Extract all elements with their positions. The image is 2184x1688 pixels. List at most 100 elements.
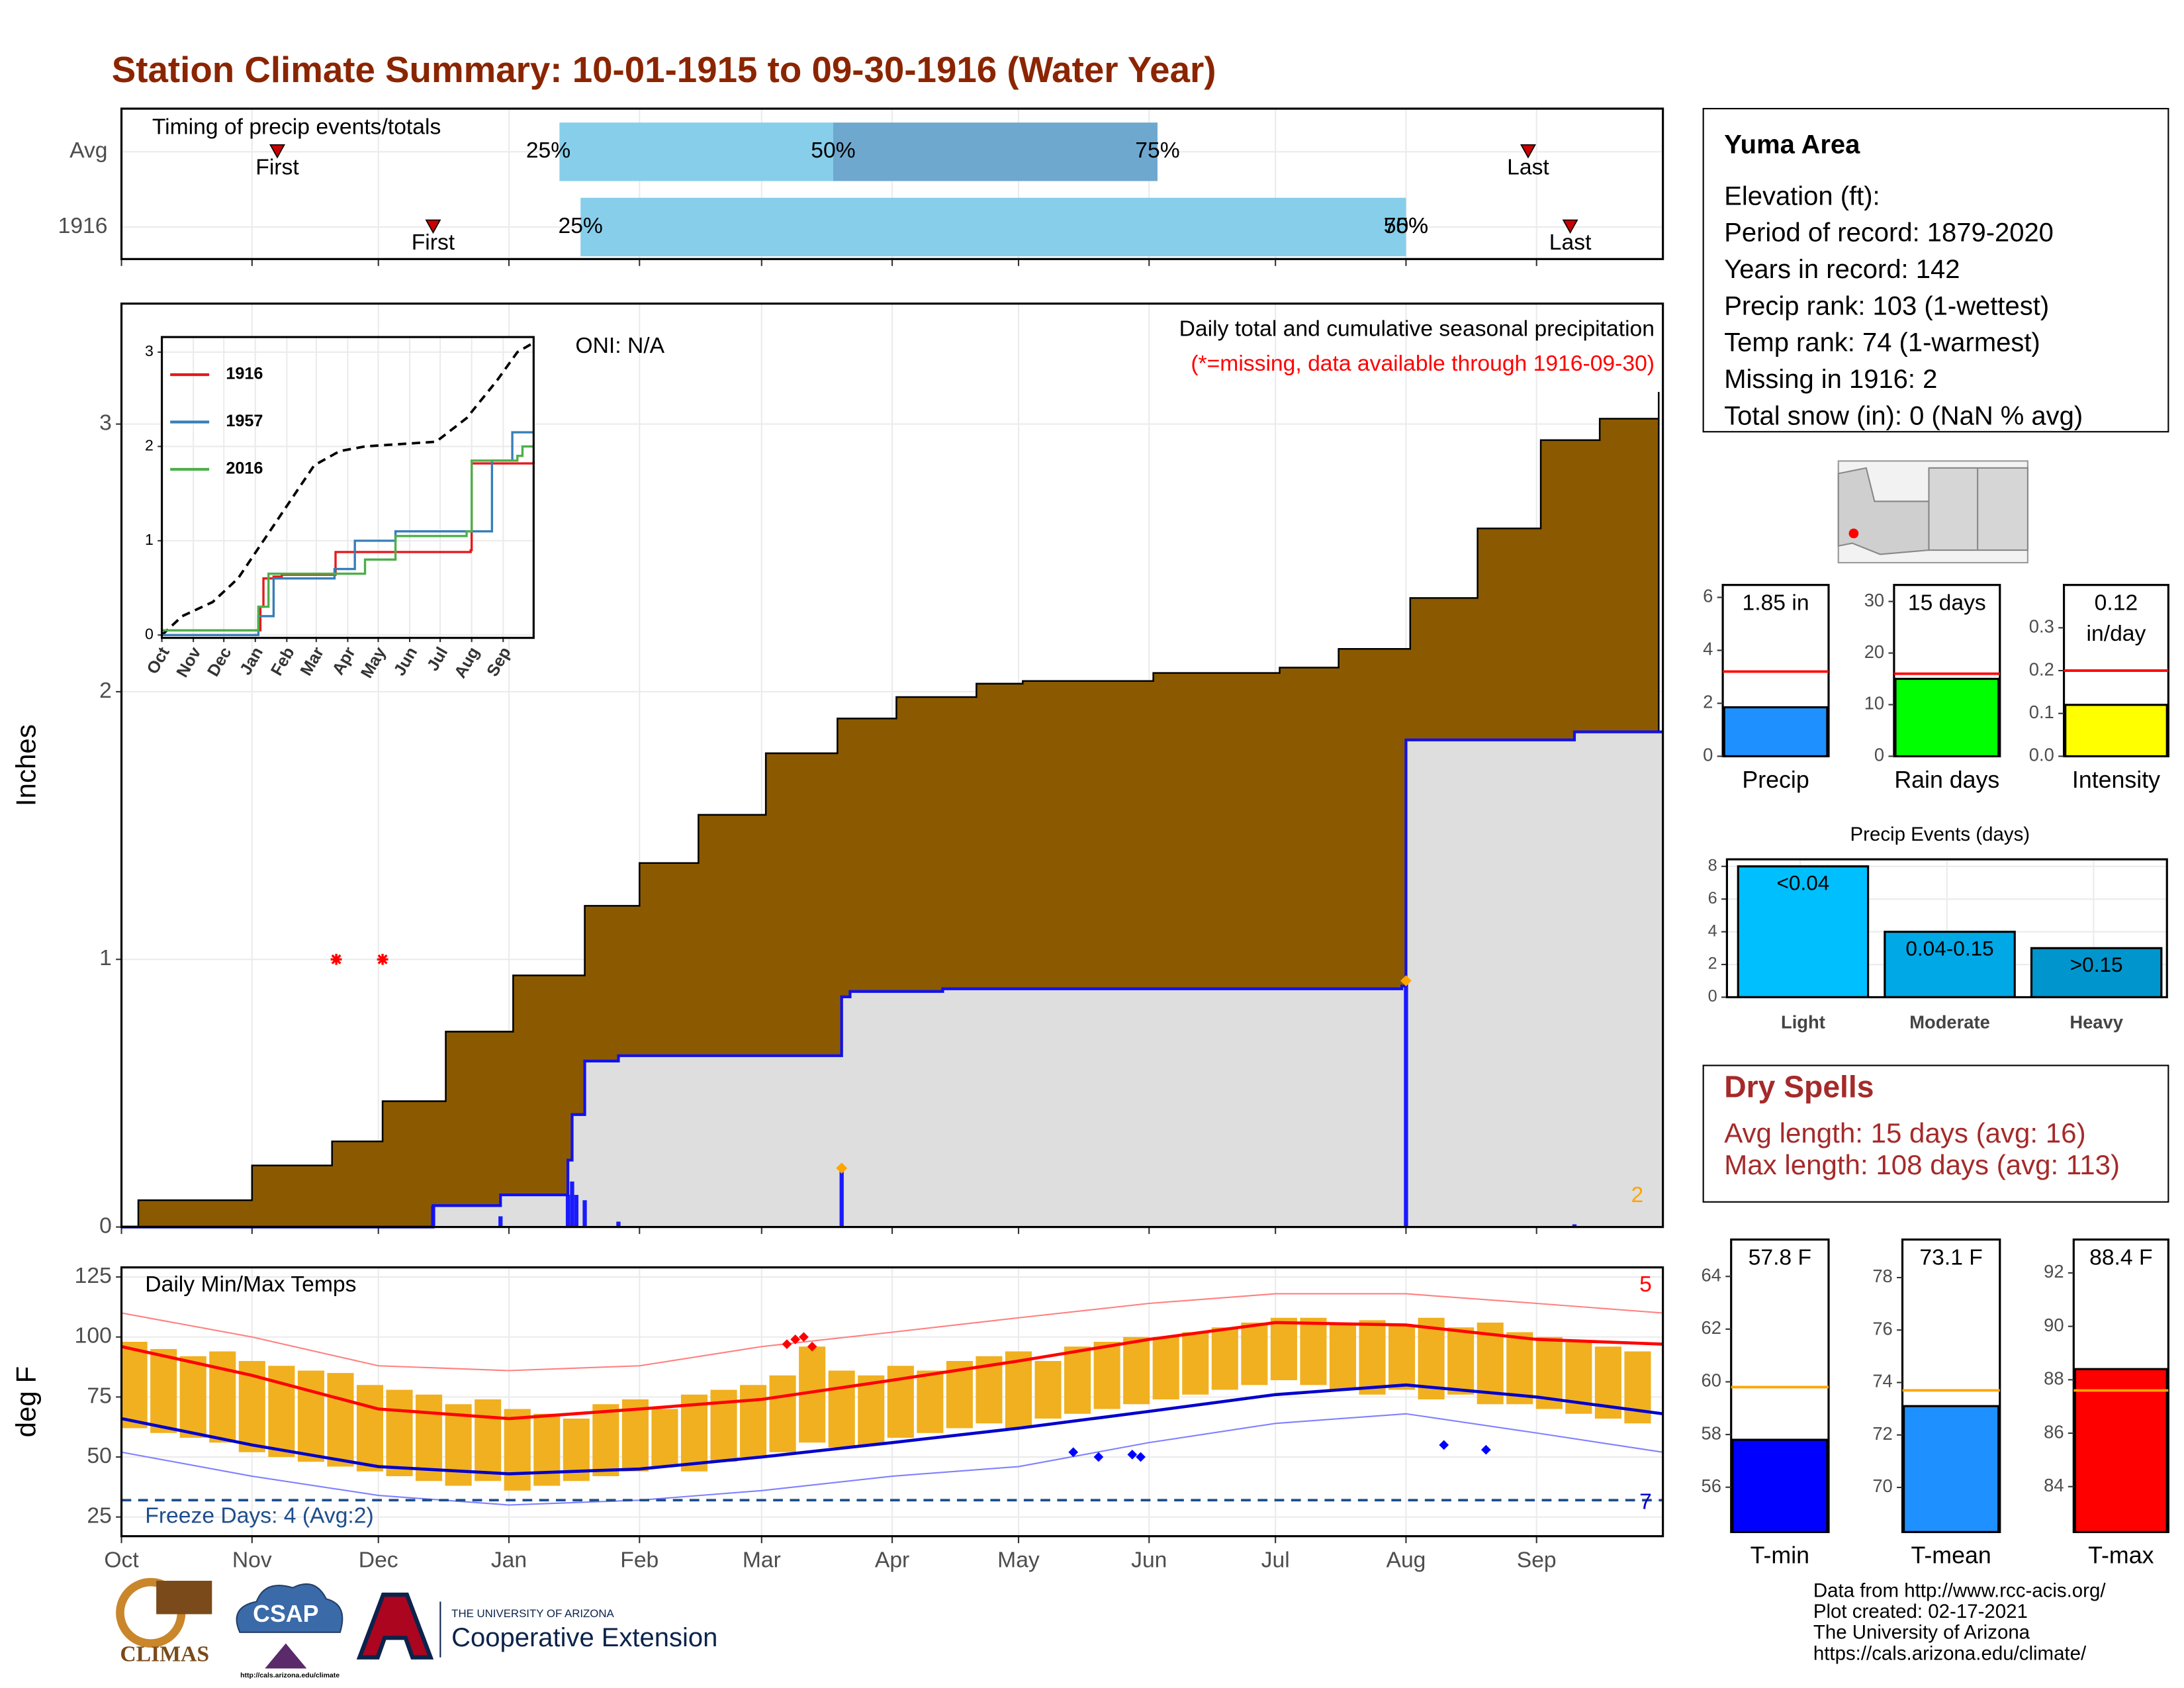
- marker-triangle: [269, 144, 285, 159]
- panel-title: Precip Events (days): [1850, 823, 2030, 845]
- summary-bar: [1723, 706, 1829, 758]
- daily-precip-bar: [574, 1195, 578, 1227]
- panel-frame: [120, 1266, 1664, 1538]
- x-tick-label: Jun: [1131, 1548, 1167, 1572]
- logos: CLIMAS CSAP http://cals.arizona.edu/clim…: [116, 1577, 717, 1679]
- daily-temp-bar: [680, 1394, 708, 1472]
- y-tick-label: 84: [2044, 1475, 2064, 1495]
- y-tick-label: 0: [1874, 745, 1884, 765]
- daily-temp-bar: [828, 1370, 855, 1448]
- missing-count: 2: [1631, 1183, 1643, 1207]
- daily-temp-bar: [150, 1348, 177, 1433]
- daily-temp-bar: [1506, 1332, 1533, 1405]
- daily-temp-bar: [769, 1375, 796, 1452]
- x-tick-label: Dec: [359, 1548, 398, 1572]
- y-tick-label: 58: [1702, 1423, 1721, 1443]
- freeze-label: Freeze Days: 4 (Avg:2): [145, 1503, 373, 1528]
- y-tick-label: 0.1: [2029, 702, 2054, 722]
- y-tick-label: 2: [145, 437, 154, 454]
- diamond-marker: [807, 1341, 817, 1352]
- y-tick-label: 75: [87, 1383, 111, 1408]
- quartile-label: 75%: [1384, 214, 1428, 238]
- x-tick-label: Nov: [232, 1548, 272, 1572]
- value-label: 88.4 F: [2089, 1246, 2153, 1270]
- y-tick-label: 30: [1864, 590, 1884, 610]
- quartile-bar: [559, 122, 833, 181]
- value-label: 0.12 in/day: [2086, 592, 2146, 647]
- daily-precip-bar: [565, 1195, 570, 1227]
- y-tick-label: 74: [1872, 1371, 1892, 1391]
- x-tick-label: Apr: [875, 1548, 909, 1572]
- y-axis-label: deg F: [11, 1366, 42, 1438]
- dry-spells-title: Dry Spells: [1724, 1070, 1874, 1104]
- daily-temp-bar: [651, 1409, 678, 1467]
- marker-triangle: [1562, 219, 1578, 234]
- x-tick-label: Aug: [1386, 1548, 1426, 1572]
- average-line: [161, 342, 535, 636]
- value-label: 73.1 F: [1919, 1246, 1983, 1270]
- daily-temp-bar: [533, 1413, 561, 1486]
- avg-max-line: [121, 1321, 1663, 1421]
- panel-frame: [120, 107, 1664, 260]
- panel-title: Timing of precip events/totals: [152, 115, 441, 139]
- diamond-marker: [836, 1162, 848, 1174]
- x-tick-label: Heavy: [2070, 1012, 2123, 1033]
- csap-url: http://cals.arizona.edu/climate: [240, 1671, 340, 1679]
- daily-temp-bar: [1093, 1341, 1120, 1409]
- y-tick-label: 10: [1864, 693, 1884, 714]
- y-tick-label: 0: [1703, 745, 1713, 765]
- location-map: [1837, 460, 2028, 564]
- daily-temp-bar: [1064, 1346, 1091, 1414]
- event-bar: [1884, 931, 2016, 999]
- y-tick-label: 88: [2044, 1368, 2064, 1389]
- cumulative-line: [121, 730, 1663, 1229]
- legend-label: 2016: [226, 459, 263, 478]
- x-tick-label: Jul: [1261, 1548, 1290, 1572]
- y-tick-label: 20: [1864, 641, 1884, 662]
- y-tick-label: 78: [1872, 1266, 1892, 1286]
- daily-temp-bar: [1447, 1327, 1475, 1395]
- ua-logo: [356, 1592, 434, 1660]
- value-label: 57.8 F: [1748, 1246, 1812, 1270]
- daily-temp-bar: [504, 1409, 531, 1491]
- value-label-box: 1.85 in: [1742, 592, 1809, 616]
- bin-label: 0.04-0.15: [1905, 936, 1993, 960]
- daily-temp-bar: [179, 1356, 206, 1438]
- y-tick-label: 6: [1708, 889, 1717, 908]
- csap-name: CSAP: [253, 1601, 318, 1627]
- daily-precip-bar: [1572, 1224, 1577, 1227]
- y-tick-label: 0.0: [2029, 745, 2054, 765]
- daily-temp-bar: [917, 1370, 944, 1433]
- bin-label: <0.04: [1777, 870, 1830, 894]
- daily-temp-bar: [386, 1389, 413, 1477]
- y-tick-label: 0: [145, 625, 154, 642]
- summary-label: T-mean: [1911, 1542, 1991, 1569]
- daily-temp-bar: [1300, 1317, 1327, 1385]
- daily-precip-bar: [839, 1168, 844, 1227]
- x-tick-label: Oct: [104, 1548, 139, 1572]
- panel-title: Daily Min/Max Temps: [145, 1272, 356, 1297]
- y-tick-label: 92: [2044, 1261, 2064, 1282]
- y-tick-label: 1: [99, 946, 112, 970]
- x-tick-label: Sep: [1517, 1548, 1557, 1572]
- value-label: 15 days: [1907, 592, 1986, 616]
- info-box: [1702, 108, 2169, 433]
- daily-temp-bar: [297, 1370, 324, 1462]
- x-tick-label: Jan: [491, 1548, 527, 1572]
- legend-label: 1957: [226, 412, 263, 430]
- quartile-bar: [833, 122, 1158, 181]
- x-tick-label: Mar: [743, 1548, 781, 1572]
- value-label-box: 73.1 F: [1919, 1246, 1983, 1270]
- marker-triangle: [425, 219, 441, 234]
- y-tick-label: 62: [1702, 1317, 1721, 1338]
- avg-min-line: [121, 1383, 1663, 1476]
- y-tick-label: 4: [1703, 639, 1713, 659]
- series-line: [161, 445, 534, 632]
- daily-temp-bar: [1211, 1327, 1238, 1390]
- info-line: Period of record: 1879-2020: [1724, 218, 2054, 248]
- diamond-marker: [1068, 1447, 1079, 1458]
- daily-temp-bar: [1270, 1317, 1297, 1381]
- daily-temp-bar: [1034, 1361, 1062, 1419]
- daily-temp-bar: [1182, 1332, 1209, 1395]
